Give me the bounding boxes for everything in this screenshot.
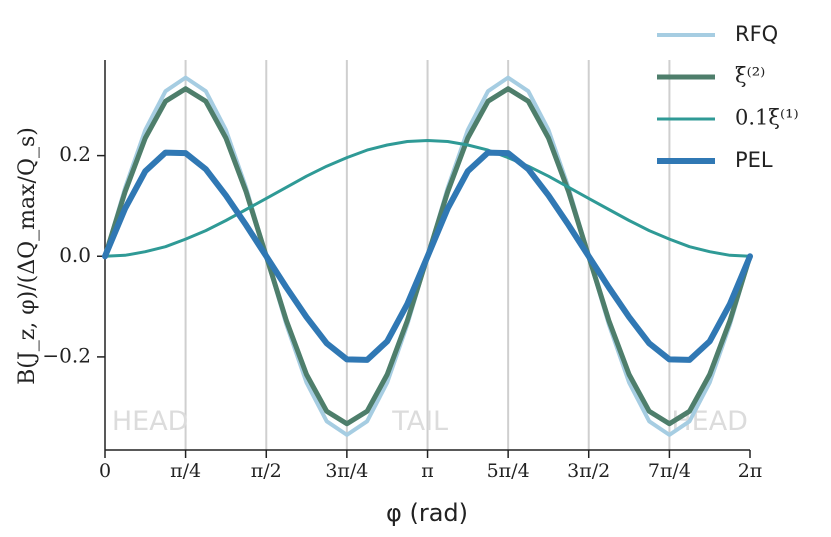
x-tick-label: π/4 [170, 460, 201, 482]
y-axis-label: B(J_z, φ)/(ΔQ_max/Q_s) [15, 127, 40, 385]
annotation: HEAD [112, 406, 189, 437]
annotation: TAIL [391, 406, 448, 437]
series-line [103, 139, 752, 258]
annotation: HEAD [671, 406, 748, 437]
legend-label: RFQ [735, 22, 778, 46]
x-tick-label: 3π/4 [325, 460, 368, 482]
series-line [102, 149, 753, 363]
y-tick-label: 0.0 [59, 243, 91, 267]
x-tick-label: 0 [99, 460, 111, 482]
x-axis-label: φ (rad) [386, 499, 468, 527]
x-tick-label: 2π [738, 460, 763, 482]
x-tick-label: 3π/2 [567, 460, 610, 482]
x-tick-label: π [421, 460, 434, 482]
legend-label: 0.1ξ⁽¹⁾ [735, 106, 799, 130]
y-tick-label: −0.2 [42, 343, 91, 367]
y-tick-label: 0.2 [59, 142, 91, 166]
x-tick-label: 7π/4 [648, 460, 691, 482]
x-tick-label: 5π/4 [487, 460, 530, 482]
legend-label: ξ⁽²⁾ [735, 64, 765, 88]
legend-label: PEL [735, 148, 773, 172]
x-tick-label: π/2 [251, 460, 282, 482]
